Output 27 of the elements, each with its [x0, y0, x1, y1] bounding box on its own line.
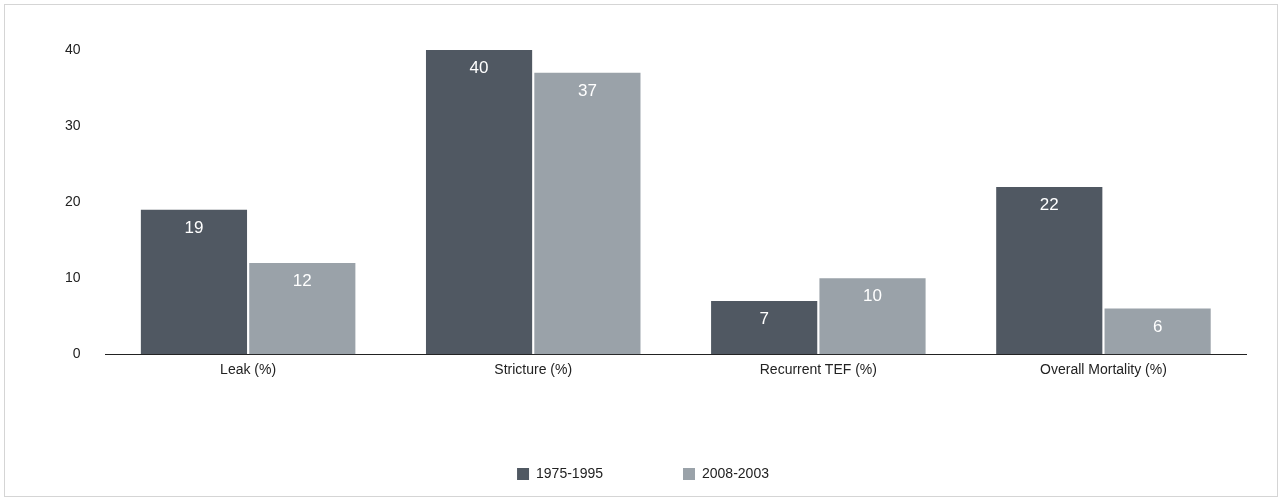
bar — [819, 278, 926, 355]
bar — [140, 209, 248, 355]
x-tick-label: Stricture (%) — [494, 361, 573, 378]
y-tick-label: 40 — [64, 40, 81, 57]
y-tick-label: 20 — [64, 192, 81, 209]
y-tick-label: 10 — [64, 269, 81, 286]
bar — [1104, 308, 1211, 355]
data-label: 7 — [759, 309, 769, 329]
data-label: 19 — [184, 217, 204, 237]
data-label: 40 — [469, 58, 489, 78]
data-label: 22 — [1039, 195, 1059, 215]
x-tick-label: Recurrent TEF (%) — [759, 361, 877, 378]
bar — [249, 262, 356, 355]
bar — [711, 300, 818, 355]
bar — [425, 50, 533, 355]
data-label: 6 — [1152, 316, 1163, 336]
legend-label: 2008-2003 — [702, 464, 770, 481]
data-label: 37 — [577, 81, 597, 100]
y-tick-label: 30 — [64, 116, 81, 133]
x-tick-label: Overall Mortality (%) — [1040, 361, 1167, 378]
bar — [534, 72, 641, 355]
legend-label: 1975-1995 — [536, 464, 604, 481]
data-label: 12 — [292, 271, 312, 291]
y-tick-label: 0 — [72, 345, 81, 362]
data-label: 10 — [863, 286, 882, 306]
bar — [996, 186, 1103, 355]
x-tick-label: Leak (%) — [220, 361, 277, 378]
